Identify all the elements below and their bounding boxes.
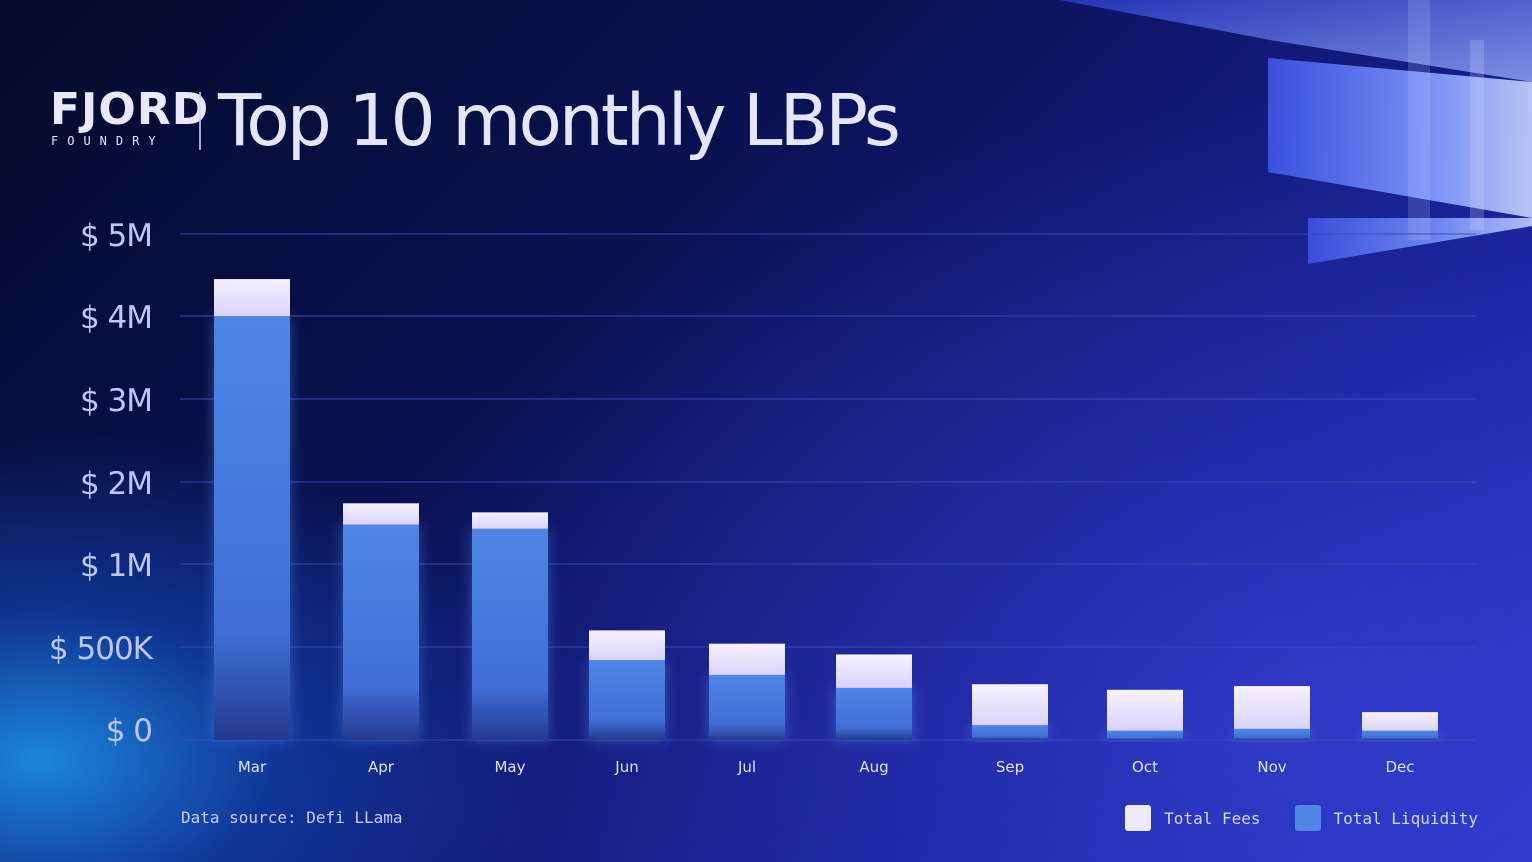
y-tick-label: $ 3M: [80, 383, 152, 419]
bar-liquidity: [972, 725, 1048, 740]
x-tick-label: Sep: [996, 758, 1024, 776]
x-tick-label: Jun: [614, 758, 638, 776]
bar-fees: [972, 684, 1048, 726]
y-tick-label: $ 2M: [80, 466, 152, 502]
data-source-note: Data source: Defi LLama: [181, 808, 403, 827]
logo-wordmark: FJORD: [50, 84, 210, 135]
bar-liquidity: [214, 316, 290, 740]
x-tick-label: Mar: [238, 758, 267, 776]
y-tick-label: $ 500K: [49, 631, 154, 667]
bar-liquidity: [1362, 730, 1438, 740]
legend-swatch-fees: [1125, 805, 1152, 831]
bar-fees: [214, 279, 290, 316]
bar-fees: [589, 630, 665, 661]
chart-title: Top 10 monthly LBPs: [218, 79, 901, 162]
legend: Total Fees Total Liquidity: [1091, 805, 1478, 831]
bar-liquidity: [709, 674, 785, 740]
prism-middle-shape: [1268, 58, 1532, 218]
bar-fees: [1234, 686, 1310, 729]
bar-fees: [709, 643, 785, 675]
y-tick-label: $ 1M: [80, 548, 152, 584]
bar-liquidity: [343, 524, 419, 740]
bar-fees: [343, 503, 419, 525]
bar-liquidity: [472, 528, 548, 740]
legend-label-fees: Total Fees: [1164, 808, 1261, 828]
y-tick-label: $ 5M: [80, 218, 152, 254]
legend-swatch-liquidity: [1294, 805, 1321, 831]
logo-divider: [199, 92, 201, 150]
bar-liquidity: [836, 687, 912, 740]
x-tick-label: Jul: [737, 758, 756, 776]
fjord-foundry-logo: FJORD FOUNDRY: [50, 88, 208, 150]
prism-top-shape: [1060, 0, 1532, 82]
x-tick-label: May: [494, 758, 525, 776]
legend-label-liquidity: Total Liquidity: [1333, 808, 1479, 828]
bar-liquidity: [589, 660, 665, 740]
logo-subtext: FOUNDRY: [51, 134, 165, 148]
light-streak: [1408, 0, 1430, 240]
x-tick-label: Apr: [368, 758, 395, 776]
x-tick-label: Dec: [1385, 758, 1414, 776]
bar-fees: [472, 512, 548, 529]
bar-liquidity: [1234, 728, 1310, 740]
y-tick-label: $ 0: [106, 713, 152, 749]
x-tick-label: Oct: [1132, 758, 1158, 776]
bar-liquidity: [1107, 730, 1183, 740]
legend-item-fees: Total Fees: [1125, 805, 1261, 831]
x-tick-label: Nov: [1257, 758, 1286, 776]
prism-bottom-shape: [1308, 218, 1532, 264]
bar-fees: [836, 654, 912, 688]
bar-fees: [1107, 689, 1183, 731]
bar-fees: [1362, 712, 1438, 731]
legend-item-liquidity: Total Liquidity: [1294, 805, 1479, 831]
light-streak: [1470, 40, 1484, 230]
x-tick-label: Aug: [859, 758, 888, 776]
y-tick-label: $ 4M: [80, 300, 152, 336]
